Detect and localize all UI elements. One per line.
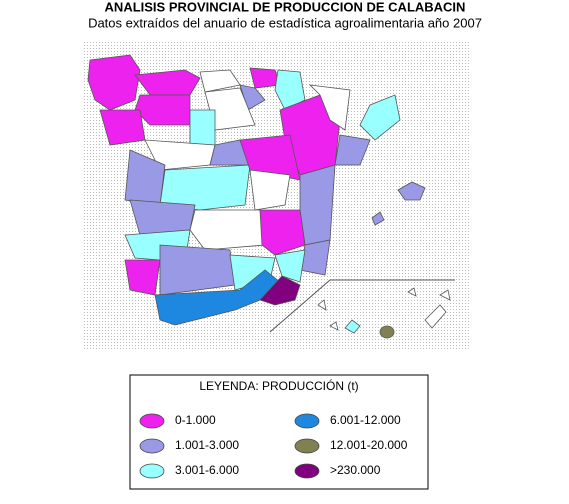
province: [134, 69, 201, 96]
map: [82, 40, 470, 350]
subtitle: Datos extraídos del anuario de estadísti…: [88, 15, 482, 30]
province: [344, 319, 361, 334]
province: [134, 94, 191, 126]
legend-title: LEYENDA: PRODUCCIÓN (t): [199, 378, 358, 393]
province: [274, 249, 306, 283]
province: [334, 134, 371, 166]
province: [308, 84, 351, 131]
legend-label: 1.001-3.000: [175, 438, 239, 452]
legend-label: 0-1.000: [175, 413, 216, 427]
province: [317, 299, 327, 311]
legend-swatch: [294, 463, 320, 479]
legend-swatch: [139, 413, 165, 429]
legend: LEYENDA: PRODUCCIÓN (t) 0-1.000 1.001-3.0…: [129, 374, 429, 490]
province: [329, 321, 339, 331]
province: [129, 199, 196, 236]
province: [159, 164, 251, 211]
legend-swatch: [139, 463, 165, 479]
province: [87, 54, 141, 111]
province: [189, 109, 216, 146]
title: ANALISIS PROVINCIAL DE PRODUCCION DE CAL…: [105, 0, 466, 14]
legend-label: 12.001-20.000: [330, 438, 408, 452]
province: [249, 169, 291, 211]
legend-label: >230.000: [330, 463, 381, 477]
province: [124, 259, 161, 296]
province: [424, 304, 447, 329]
province: [189, 209, 266, 251]
province: [397, 181, 426, 201]
legend-label: 3.001-6.000: [175, 463, 239, 477]
province: [259, 209, 306, 256]
legend-box: [129, 374, 429, 490]
canarias-frame: [269, 279, 455, 333]
province: [259, 275, 301, 306]
legend-label: 6.001-12.000: [330, 413, 401, 427]
province: [359, 94, 401, 141]
legend-swatch: [294, 413, 320, 429]
province: [407, 287, 417, 297]
province: [299, 164, 336, 246]
province: [379, 325, 395, 339]
province: [371, 211, 385, 226]
province: [439, 289, 451, 301]
legend-swatch: [294, 438, 320, 454]
legend-swatch: [139, 438, 165, 454]
